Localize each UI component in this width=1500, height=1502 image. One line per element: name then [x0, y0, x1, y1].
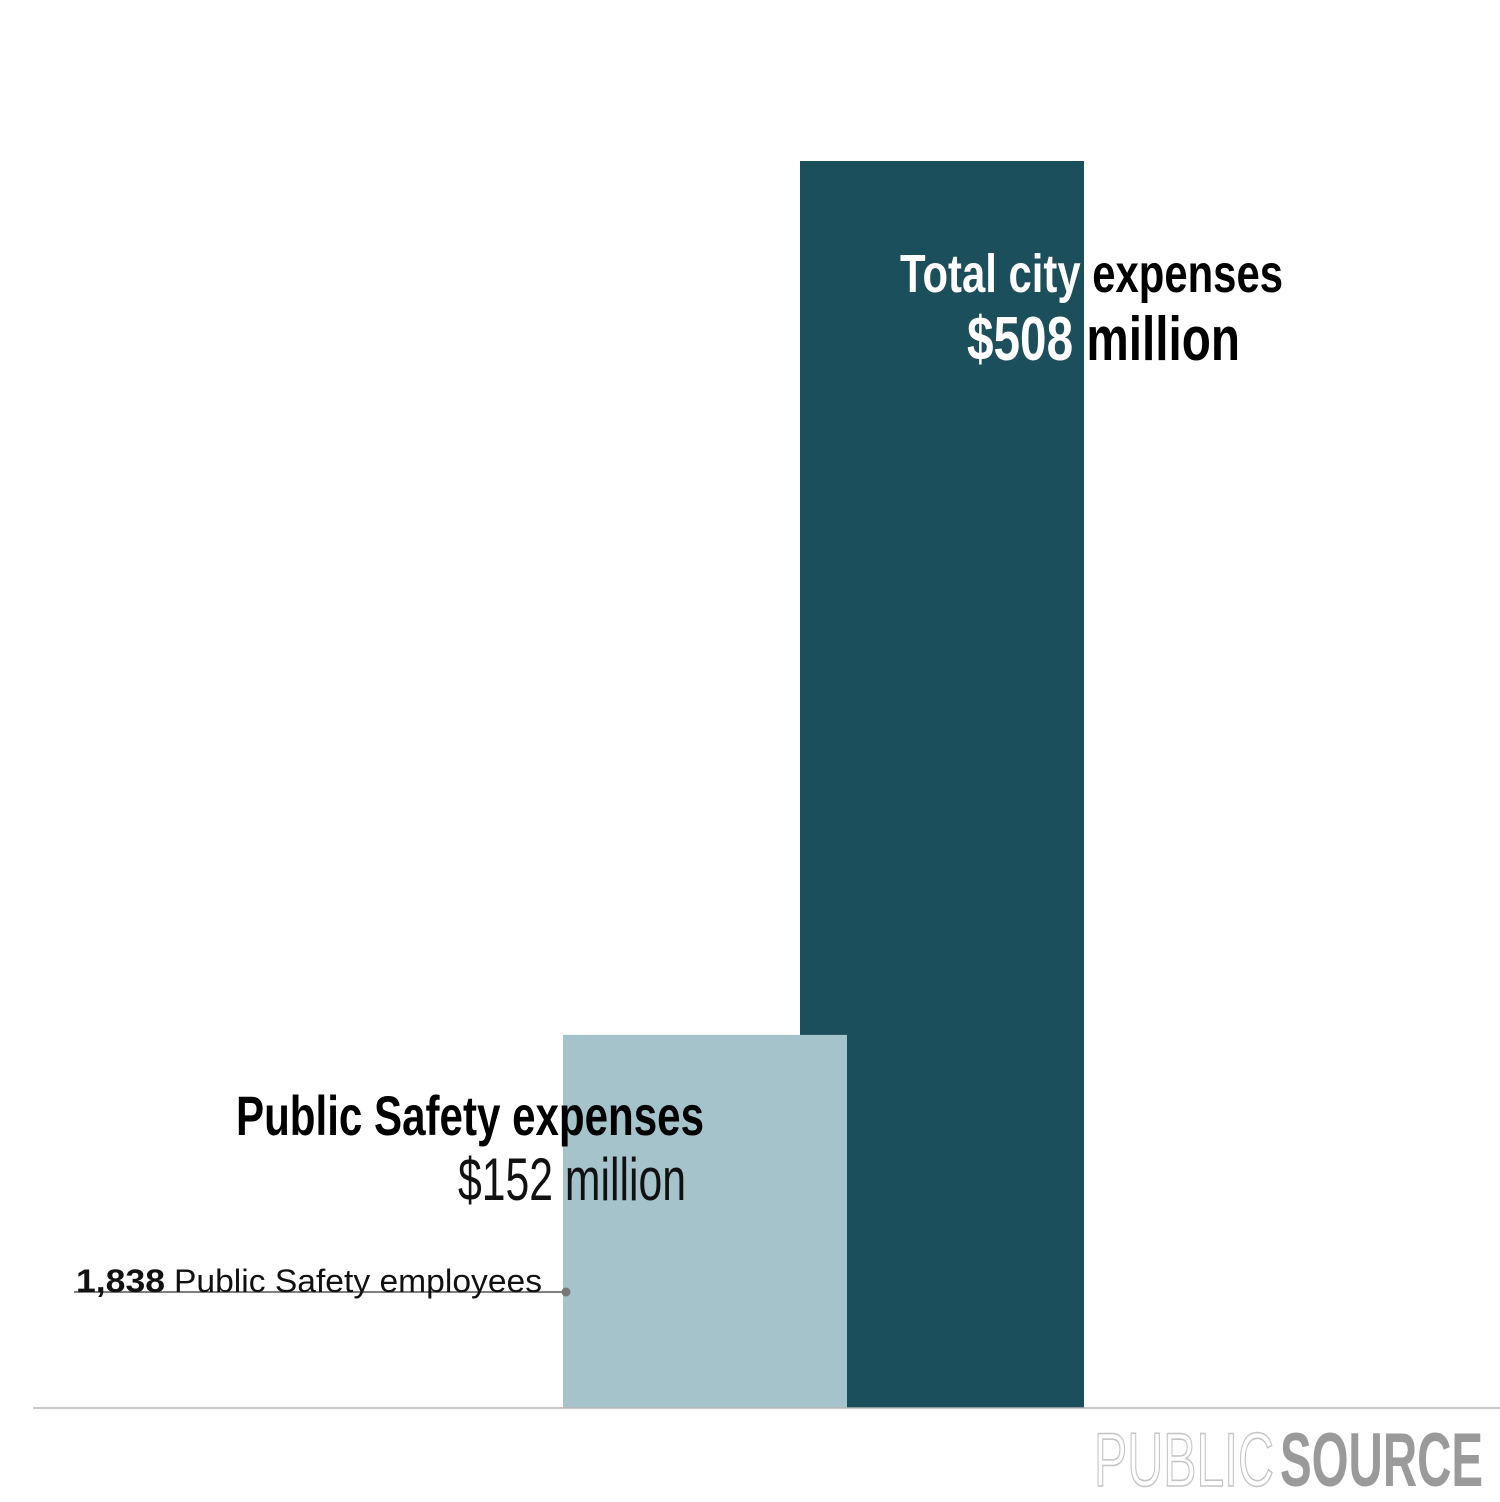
annotation-number: 1,838 [76, 1263, 165, 1299]
total-label: Total city expenses$508 million [900, 244, 1283, 374]
category-label: Total city expenses [900, 244, 1283, 304]
value-label: $508 million [967, 305, 1240, 374]
annotation-dot [561, 1287, 571, 1297]
value-label: $508 million [967, 305, 1240, 374]
logo-public: PUBLIC [1094, 1418, 1274, 1502]
annotation-text: Public Safety employees [174, 1263, 542, 1299]
value-label: $152 million [458, 1146, 686, 1213]
logo-source: SOURCE [1280, 1418, 1483, 1502]
bar [800, 161, 1084, 1408]
category-label: Public Safety expenses [236, 1084, 704, 1147]
bar [563, 1034, 847, 1408]
category-label: Total city expenses [900, 244, 1283, 304]
total-label: Total city expenses$508 million [900, 244, 1283, 374]
